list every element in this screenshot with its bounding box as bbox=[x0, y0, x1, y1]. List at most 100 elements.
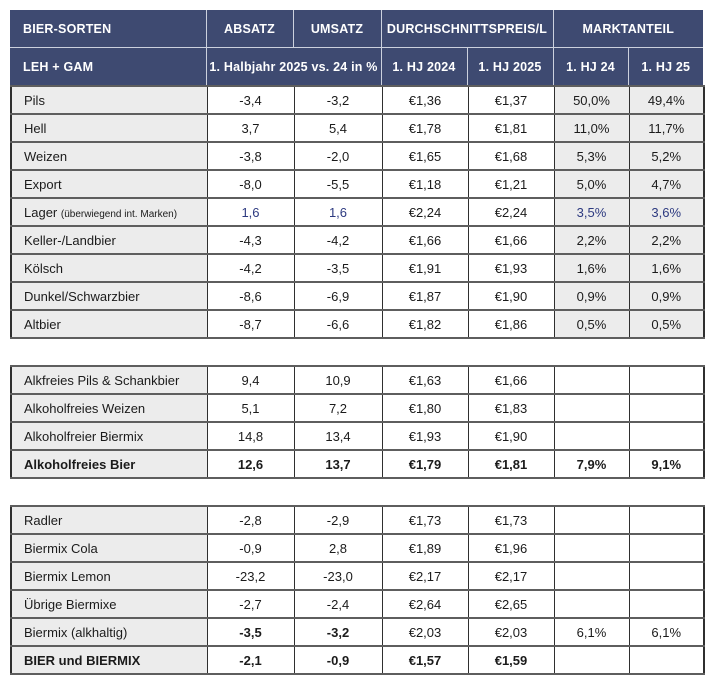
cell-marktanteil-hj25: 3,6% bbox=[628, 197, 705, 227]
row-label: Biermix (alkhaltig) bbox=[10, 617, 208, 647]
cell-preis-hj2025: €1,66 bbox=[467, 365, 555, 395]
cell-umsatz: -0,9 bbox=[293, 645, 383, 675]
cell-marktanteil-hj25: 6,1% bbox=[628, 617, 705, 647]
cell-preis-hj2025: €1,83 bbox=[467, 393, 555, 423]
row-label-text: Alkoholfreies Bier bbox=[24, 456, 136, 472]
cell-marktanteil-hj24: 0,5% bbox=[553, 309, 630, 339]
cell-preis-hj2024: €1,78 bbox=[381, 113, 469, 143]
cell-preis-hj2024: €1,36 bbox=[381, 85, 469, 115]
cell-absatz: -4,3 bbox=[206, 225, 295, 255]
table-row: Lager (überwiegend int. Marken) 1,6 1,6 €2,… bbox=[10, 197, 705, 227]
table-row: Export -8,0 -5,5 €1,18 €1,21 5,0% 4,7% bbox=[10, 169, 705, 199]
cell-umsatz: -3,2 bbox=[293, 85, 383, 115]
subheader-leh-gam: LEH + GAM bbox=[10, 47, 206, 85]
header-row-1: BIER-SORTEN ABSATZ UMSATZ DURCHSCHNITTSP… bbox=[10, 10, 704, 48]
row-label-text: Hell bbox=[24, 120, 47, 136]
cell-marktanteil-hj24: 6,1% bbox=[553, 617, 630, 647]
cell-preis-hj2024: €1,80 bbox=[381, 393, 469, 423]
cell-preis-hj2025: €1,68 bbox=[467, 141, 555, 171]
cell-absatz: 3,7 bbox=[206, 113, 295, 143]
cell-marktanteil-hj24: 5,3% bbox=[553, 141, 630, 171]
cell-preis-hj2024: €2,17 bbox=[381, 561, 469, 591]
table-row: Radler -2,8 -2,9 €1,73 €1,73 bbox=[10, 505, 705, 535]
cell-marktanteil-hj24: 11,0% bbox=[553, 113, 630, 143]
row-label-text: Biermix Lemon bbox=[24, 568, 111, 584]
row-label: Übrige Biermixe bbox=[10, 589, 208, 619]
cell-umsatz: 7,2 bbox=[293, 393, 383, 423]
cell-preis-hj2024: €1,63 bbox=[381, 365, 469, 395]
subheader-period: 1. Halbjahr 2025 vs. 24 in % bbox=[205, 47, 381, 85]
cell-absatz: -0,9 bbox=[206, 533, 295, 563]
cell-umsatz: 1,6 bbox=[293, 197, 383, 227]
cell-marktanteil-hj24 bbox=[553, 421, 630, 451]
cell-marktanteil-hj25 bbox=[628, 561, 705, 591]
cell-marktanteil-hj25 bbox=[628, 645, 705, 675]
cell-absatz: 5,1 bbox=[206, 393, 295, 423]
row-label: Export bbox=[10, 169, 208, 199]
cell-preis-hj2024: €1,65 bbox=[381, 141, 469, 171]
row-label-text: Biermix Cola bbox=[24, 540, 98, 556]
cell-marktanteil-hj25: 1,6% bbox=[628, 253, 705, 283]
cell-marktanteil-hj25: 0,9% bbox=[628, 281, 705, 311]
cell-marktanteil-hj25 bbox=[628, 365, 705, 395]
cell-absatz: 14,8 bbox=[206, 421, 295, 451]
table-row: Altbier -8,7 -6,6 €1,82 €1,86 0,5% 0,5% bbox=[10, 309, 705, 339]
cell-marktanteil-hj24 bbox=[553, 393, 630, 423]
cell-preis-hj2025: €1,73 bbox=[467, 505, 555, 535]
cell-preis-hj2025: €1,90 bbox=[467, 281, 555, 311]
table-row: Hell 3,7 5,4 €1,78 €1,81 11,0% 11,7% bbox=[10, 113, 705, 143]
cell-preis-hj2025: €2,65 bbox=[467, 589, 555, 619]
cell-absatz: -3,5 bbox=[206, 617, 295, 647]
cell-umsatz: 5,4 bbox=[293, 113, 383, 143]
cell-absatz: 1,6 bbox=[206, 197, 295, 227]
cell-preis-hj2025: €1,96 bbox=[467, 533, 555, 563]
row-label-text: Keller-/Landbier bbox=[24, 232, 116, 248]
cell-umsatz: -2,4 bbox=[293, 589, 383, 619]
cell-marktanteil-hj25: 49,4% bbox=[628, 85, 705, 115]
row-label: Radler bbox=[10, 505, 208, 535]
row-label-text: Alkfreies Pils & Schankbier bbox=[24, 372, 180, 388]
row-label-text: Alkoholfreies Weizen bbox=[24, 400, 146, 416]
table-row: Pils -3,4 -3,2 €1,36 €1,37 50,0% 49,4% bbox=[10, 85, 705, 115]
table-row: Kölsch -4,2 -3,5 €1,91 €1,93 1,6% 1,6% bbox=[10, 253, 705, 283]
cell-preis-hj2025: €1,59 bbox=[467, 645, 555, 675]
cell-marktanteil-hj24: 50,0% bbox=[553, 85, 630, 115]
row-label-text: Pils bbox=[24, 92, 45, 108]
table-row: Biermix Lemon -23,2 -23,0 €2,17 €2,17 bbox=[10, 561, 705, 591]
row-label-text: Weizen bbox=[24, 148, 68, 164]
cell-marktanteil-hj24: 3,5% bbox=[553, 197, 630, 227]
row-label: Weizen bbox=[10, 141, 208, 171]
table-row: Übrige Biermixe -2,7 -2,4 €2,64 €2,65 bbox=[10, 589, 705, 619]
row-label-text: Altbier bbox=[24, 316, 61, 332]
cell-marktanteil-hj25 bbox=[628, 533, 705, 563]
cell-absatz: -8,6 bbox=[206, 281, 295, 311]
cell-absatz: -2,8 bbox=[206, 505, 295, 535]
row-label: Biermix Cola bbox=[10, 533, 208, 563]
row-label-text: Dunkel/Schwarzbier bbox=[24, 288, 140, 304]
cell-marktanteil-hj24 bbox=[553, 533, 630, 563]
cell-preis-hj2025: €2,24 bbox=[467, 197, 555, 227]
cell-umsatz: -6,9 bbox=[293, 281, 383, 311]
table-header: BIER-SORTEN ABSATZ UMSATZ DURCHSCHNITTSP… bbox=[10, 10, 704, 85]
row-label: Alkoholfreier Biermix bbox=[10, 421, 208, 451]
cell-absatz: -8,0 bbox=[206, 169, 295, 199]
cell-absatz: 12,6 bbox=[206, 449, 295, 479]
cell-marktanteil-hj24: 1,6% bbox=[553, 253, 630, 283]
cell-umsatz: -23,0 bbox=[293, 561, 383, 591]
row-label: Alkfreies Pils & Schankbier bbox=[10, 365, 208, 395]
cell-marktanteil-hj24: 7,9% bbox=[553, 449, 630, 479]
cell-absatz: -2,1 bbox=[206, 645, 295, 675]
cell-preis-hj2024: €1,91 bbox=[381, 253, 469, 283]
cell-marktanteil-hj24: 2,2% bbox=[553, 225, 630, 255]
cell-preis-hj2025: €1,21 bbox=[467, 169, 555, 199]
subheader-hj2025: 1. HJ 2025 bbox=[466, 47, 554, 85]
section-biermix: Radler -2,8 -2,9 €1,73 €1,73 Biermix Cola -0,9… bbox=[10, 505, 705, 675]
cell-preis-hj2024: €2,64 bbox=[381, 589, 469, 619]
row-label: BIER und BIERMIX bbox=[10, 645, 208, 675]
subheader-hj2024: 1. HJ 2024 bbox=[380, 47, 467, 85]
cell-preis-hj2025: €2,03 bbox=[467, 617, 555, 647]
row-label-text: Übrige Biermixe bbox=[24, 596, 117, 612]
cell-preis-hj2025: €1,37 bbox=[467, 85, 555, 115]
cell-preis-hj2024: €1,93 bbox=[381, 421, 469, 451]
